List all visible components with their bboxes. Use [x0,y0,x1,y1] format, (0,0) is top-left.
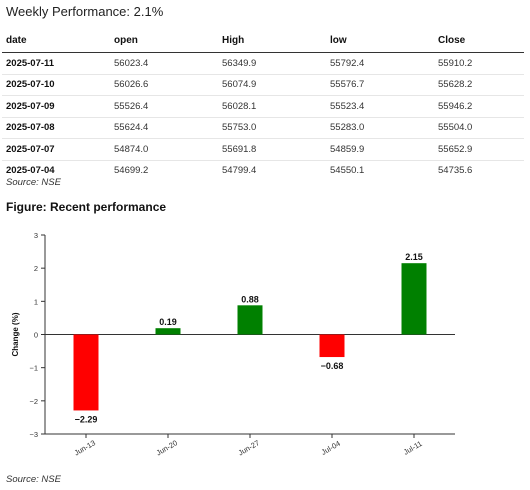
cell-high: 56028.1 [218,95,326,118]
cell-close: 55910.2 [434,52,524,75]
cell-date: 2025-07-11 [2,52,110,75]
y-tick-label: −2 [29,397,38,406]
performance-bar-chart: −3 −2 −1 0 1 2 3 Jun-13 Jun-20 Jun-27 Jul-04 Jul-1… [11,231,455,457]
cell-open: 56023.4 [110,52,218,75]
cell-high: 54799.4 [222,165,257,177]
cell-date: 2025-07-09 [2,95,110,118]
cell-close: 54735.6 [438,165,473,177]
table-row: 2025-07-04 54699.2 54799.4 54550.1 54735… [2,160,524,181]
table-header-row: date open High low Close [2,29,524,53]
cell-low: 55792.4 [326,52,434,75]
bar-value-label: 2.15 [405,252,423,262]
bar-labels: −2.29 0.19 0.88 −0.68 2.15 [75,252,423,424]
bar [237,305,263,335]
table-row: 2025-07-08 55624.4 55753.0 55283.0 55504… [2,117,524,139]
cell-low: 54550.1 [330,165,365,177]
cell-low: 55523.4 [326,95,434,118]
bar-value-label: 0.19 [159,317,177,327]
cell-open: 56026.6 [110,74,218,96]
y-tick-label: 1 [34,297,38,306]
cell-date: 2025-07-08 [2,117,110,139]
weekly-performance-headline: Weekly Performance: 2.1% [6,4,164,19]
y-tick-label: −3 [29,430,38,439]
x-tick-label: Jul-11 [402,439,424,457]
bar-value-label: −2.29 [75,414,98,424]
cell-open: 54699.2 [114,165,149,177]
bar [73,334,99,411]
table-row: 2025-07-07 54874.0 55691.8 54859.9 55652… [2,138,524,161]
cell-high: 56349.9 [218,52,326,75]
bar [155,328,181,335]
x-tick-label: Jun-13 [73,438,97,457]
y-tick-label: 2 [34,264,38,273]
cell-high: 55753.0 [218,117,326,139]
column-header-high: High [218,29,326,53]
cell-close: 55504.0 [434,117,524,139]
x-tick-label: Jul-04 [320,439,342,457]
cell-close: 55946.2 [434,95,524,118]
cell-high: 55691.8 [218,138,326,161]
table-source-note: Source: NSE [6,177,61,188]
cell-high: 56074.9 [218,74,326,96]
price-table: date open High low Close 2025-07-11 5602… [2,29,524,181]
cell-close: 55628.2 [434,74,524,96]
y-tick-label: 0 [34,331,38,340]
table-row: 2025-07-10 56026.6 56074.9 55576.7 55628… [2,74,524,96]
cell-low: 55283.0 [326,117,434,139]
column-header-date: date [2,29,110,53]
column-header-close: Close [434,29,524,53]
table-row: 2025-07-11 56023.4 56349.9 55792.4 55910… [2,52,524,75]
x-axis: Jun-13 Jun-20 Jun-27 Jul-04 Jul-11 [45,334,455,457]
chart-source-note: Source: NSE [6,474,61,485]
cell-low: 54859.9 [326,138,434,161]
cell-open: 54874.0 [110,138,218,161]
cell-open: 55624.4 [110,117,218,139]
cell-date: 2025-07-04 [6,165,55,177]
bar-value-label: 0.88 [241,294,259,304]
y-axis: −3 −2 −1 0 1 2 3 [29,231,46,439]
cell-low: 55576.7 [326,74,434,96]
column-header-low: low [326,29,434,53]
column-header-open: open [110,29,218,53]
cell-close: 55652.9 [434,138,524,161]
x-tick-label: Jun-20 [155,438,179,457]
table-row: 2025-07-09 55526.4 56028.1 55523.4 55946… [2,95,524,118]
cell-open: 55526.4 [110,95,218,118]
cell-date: 2025-07-07 [2,138,110,161]
bar-value-label: −0.68 [321,361,344,371]
y-axis-title: Change (%) [11,312,20,356]
bar [319,334,345,358]
cell-date: 2025-07-10 [2,74,110,96]
bars [73,263,427,411]
x-tick-label: Jun-27 [237,438,261,457]
y-tick-label: 3 [34,231,38,240]
bar [401,263,427,335]
figure-title: Figure: Recent performance [6,200,167,214]
y-tick-label: −1 [29,364,38,373]
